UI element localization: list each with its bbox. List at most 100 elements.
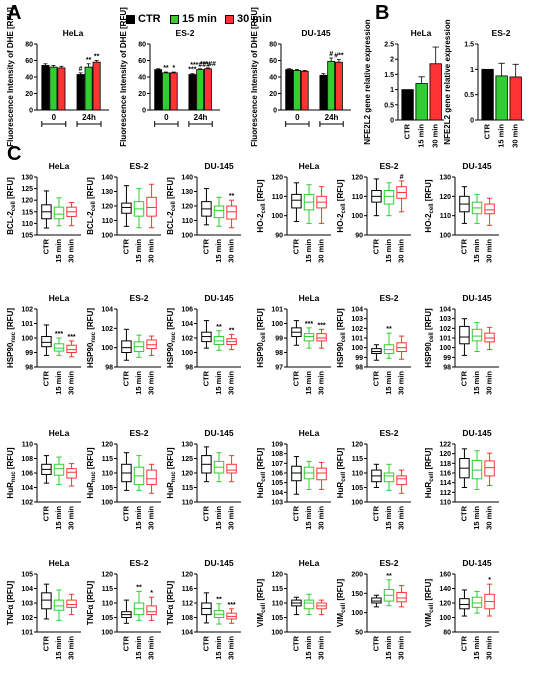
c-r1-c0-ytick-label-4: 102 bbox=[21, 307, 33, 314]
c-r3-c0-ytick-label-2: 103 bbox=[21, 601, 33, 608]
a-du145-annot-1-1: # bbox=[329, 51, 333, 58]
b-es2-title: ES-2 bbox=[492, 28, 511, 38]
b-es2-ylabel: NFE2L2 gene relative expression bbox=[443, 19, 452, 145]
c-r2-c2-ylabel: HuRnuc [RFU] bbox=[166, 447, 177, 498]
c-r0-c2-xlabel-0: CTR bbox=[201, 238, 210, 254]
c-r3-c3-xlabel-2: 30 min bbox=[317, 636, 326, 660]
c-r2-c2-ytick-label-3: 125 bbox=[181, 456, 193, 463]
c-r2-c4-title: ES-2 bbox=[380, 428, 399, 438]
c-r3-c4-xlabel-0: CTR bbox=[371, 635, 380, 651]
c-r2-c5-box-2 bbox=[484, 460, 495, 477]
a-hela-bar-0-1 bbox=[49, 66, 58, 111]
c-r1-c1-chart: ES-2 HSP90nuc [RFU] 98 100 102 104 CTR 15 min 30… bbox=[86, 293, 161, 395]
legend-swatch-30min bbox=[225, 15, 234, 24]
panel-letter-a: A bbox=[7, 2, 22, 24]
c-r3-c2-ytick-label-3: 116 bbox=[182, 586, 193, 593]
c-r1-c0-title: HeLa bbox=[49, 293, 70, 303]
b-es2-xlabel-1: 15 min bbox=[497, 124, 506, 148]
c-r3-c1-xlabel-1: 15 min bbox=[134, 636, 143, 660]
a-es2-bar-0-1 bbox=[162, 72, 170, 111]
c-r1-c5-ytick-label-5: 103 bbox=[439, 316, 451, 323]
b-es2-chart: ES-2 NFE2L2 gene relative expression 0 0.5 1… bbox=[443, 19, 524, 148]
c-r3-c2-annot-2: *** bbox=[227, 602, 235, 609]
c-r3-c4-title: ES-2 bbox=[380, 558, 399, 568]
c-r0-c5-ytick-label-0: 100 bbox=[439, 233, 451, 240]
c-r1-c2-xlabel-2: 30 min bbox=[227, 371, 236, 395]
c-r3-c1-box-2 bbox=[146, 605, 157, 616]
c-r1-c5-ytick-label-0: 98 bbox=[443, 365, 451, 372]
b-es2-xlabel-2: 30 min bbox=[511, 124, 520, 148]
c-r2-c4-ytick-label-4: 120 bbox=[351, 442, 363, 449]
c-r2-c1-xlabel-0: CTR bbox=[121, 505, 130, 521]
c-r2-c2-ytick-label-2: 120 bbox=[181, 471, 193, 478]
a-es2-ytick-label-0: 0 bbox=[142, 108, 146, 115]
a-es2-group-label-0: 0 bbox=[164, 113, 169, 122]
c-r2-c0-ylabel: HuRnuc [RFU] bbox=[6, 447, 17, 498]
c-r0-c3-ytick-label-3: 120 bbox=[271, 175, 283, 182]
c-r1-c4-ytick-label-4: 102 bbox=[351, 326, 363, 333]
c-r1-c2-title: DU-145 bbox=[204, 293, 234, 303]
a-du145-ylabel: Fluorescence Intensity of DHE [RFU] bbox=[250, 7, 259, 147]
c-r1-c5-xlabel-0: CTR bbox=[459, 370, 468, 386]
c-r3-c0-ytick-label-4: 105 bbox=[21, 572, 33, 579]
c-r1-c1-ytick-label-2: 102 bbox=[101, 326, 113, 333]
c-r2-c1-chart: ES-2 HuRnuc [RFU] 100 105 110 115 120 CTR 15 min… bbox=[86, 428, 161, 530]
a-es2-group-label-1: 24h bbox=[194, 113, 208, 122]
c-r2-c3-ytick-label-3: 106 bbox=[271, 471, 283, 478]
c-r2-c5-ytick-label-0: 110 bbox=[440, 500, 451, 507]
c-r0-c3-box-0 bbox=[291, 193, 302, 209]
c-r3-c3-xlabel-0: CTR bbox=[291, 635, 300, 651]
c-r0-c0-xlabel-0: CTR bbox=[41, 238, 50, 254]
c-r2-c1-box-2 bbox=[146, 469, 157, 486]
c-r1-c3-xlabel-2: 30 min bbox=[317, 371, 326, 395]
c-r3-c2-annot-1: ** bbox=[216, 597, 222, 604]
c-r0-c0-title: HeLa bbox=[49, 161, 70, 171]
c-r1-c3-annot-1: *** bbox=[305, 321, 313, 328]
c-r0-c1-xlabel-2: 30 min bbox=[147, 239, 156, 263]
c-r3-c0-xlabel-2: 30 min bbox=[67, 636, 76, 660]
c-r0-c2-ytick-label-1: 110 bbox=[182, 218, 193, 225]
panel-letter-b: B bbox=[375, 2, 390, 24]
c-r1-c0-ytick-label-3: 101 bbox=[21, 321, 33, 328]
a-du145-ytick-label-0: 0 bbox=[273, 108, 277, 115]
c-r2-c5-xlabel-2: 30 min bbox=[485, 506, 494, 530]
c-r1-c1-title: ES-2 bbox=[130, 293, 149, 303]
b-es2-ytick-label-2: 1 bbox=[470, 67, 474, 74]
a-du145-ytick-label-1: 20 bbox=[269, 91, 277, 98]
c-r3-c3-ytick-label-3: 115 bbox=[272, 586, 283, 593]
c-r3-c4-box-0 bbox=[371, 597, 382, 604]
c-r0-c3-xlabel-2: 30 min bbox=[317, 239, 326, 263]
c-r1-c3-ylabel: HSP90cell [RFU] bbox=[256, 308, 267, 368]
c-r3-c3-ylabel: VIMcell [RFU] bbox=[256, 579, 267, 628]
c-r1-c1-ytick-label-1: 100 bbox=[101, 345, 113, 352]
c-r1-c4-ytick-label-3: 101 bbox=[351, 336, 363, 343]
c-r3-c5-ytick-label-2: 120 bbox=[439, 601, 451, 608]
a-du145-ytick-label-2: 40 bbox=[269, 75, 277, 82]
c-r2-c3-ytick-label-6: 109 bbox=[271, 442, 283, 449]
c-r1-c1-ytick-label-3: 104 bbox=[101, 307, 113, 314]
c-r1-c2-ytick-label-2: 102 bbox=[181, 336, 193, 343]
a-es2-bar-0-2 bbox=[169, 72, 178, 111]
a-du145-bar-1-2 bbox=[335, 61, 343, 111]
b-hela-ytick-label-5: 2.5 bbox=[384, 42, 394, 49]
a-hela-group-label-1: 24h bbox=[82, 113, 96, 122]
a-du145-bar-0-2 bbox=[300, 70, 309, 111]
c-r1-c3-box-2 bbox=[316, 333, 327, 342]
c-r1-c0-xlabel-0: CTR bbox=[41, 370, 50, 386]
c-r1-c3-ytick-label-1: 98 bbox=[275, 350, 283, 357]
c-r1-c0-box-0 bbox=[41, 336, 52, 348]
c-r2-c0-xlabel-0: CTR bbox=[41, 505, 50, 521]
c-r3-c5-annot-2: * bbox=[488, 577, 491, 584]
a-hela-ytick-label-2: 40 bbox=[25, 75, 33, 82]
c-r0-c4-annot-2: # bbox=[400, 174, 404, 181]
c-r0-c2-title: DU-145 bbox=[204, 161, 234, 171]
a-es2-ytick-label-1: 20 bbox=[138, 91, 146, 98]
c-r0-c5-box-2 bbox=[484, 203, 495, 215]
c-r3-c4-annot-1: ** bbox=[386, 573, 392, 580]
c-r3-c3-xlabel-1: 15 min bbox=[304, 636, 313, 660]
b-hela-bar-2 bbox=[429, 63, 442, 121]
c-r1-c4-xlabel-0: CTR bbox=[371, 370, 380, 386]
c-r3-c5-ytick-label-1: 100 bbox=[439, 615, 451, 622]
c-r2-c4-chart: ES-2 HuRcell [RFU] 100 105 110 115 120 CTR 15 mi… bbox=[336, 428, 411, 530]
c-r0-c5-xlabel-1: 15 min bbox=[472, 239, 481, 263]
